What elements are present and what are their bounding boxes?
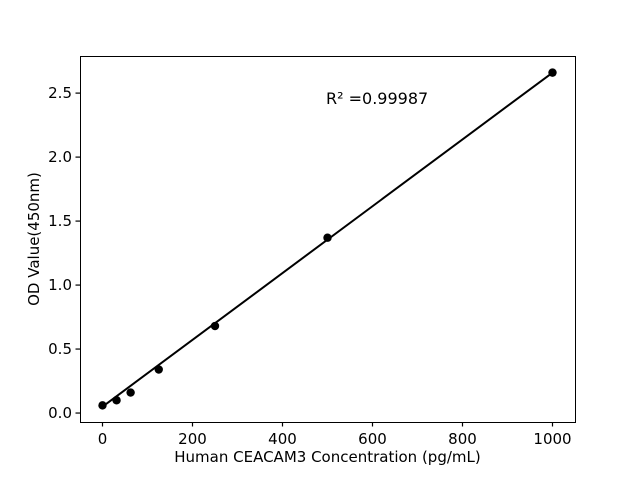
x-tick-label: 0 bbox=[98, 430, 108, 448]
axes-spines bbox=[80, 56, 576, 423]
data-point bbox=[126, 388, 135, 397]
data-point bbox=[98, 401, 107, 410]
y-tick-label: 0.0 bbox=[48, 404, 72, 422]
r-squared-annotation: R² =0.99987 bbox=[326, 89, 429, 108]
y-tick-label: 2.0 bbox=[48, 148, 72, 166]
x-axis-label: Human CEACAM3 Concentration (pg/mL) bbox=[174, 448, 481, 466]
y-tick-label: 2.5 bbox=[48, 84, 72, 102]
data-point bbox=[210, 321, 220, 331]
y-tick-label: 1.0 bbox=[48, 276, 72, 294]
data-point bbox=[548, 68, 557, 77]
data-point bbox=[154, 365, 163, 374]
x-tick-label: 800 bbox=[448, 430, 477, 448]
x-tick-label: 600 bbox=[358, 430, 387, 448]
y-axis-label: OD Value(450nm) bbox=[25, 172, 43, 306]
y-tick-label: 1.5 bbox=[48, 212, 72, 230]
x-tick-label: 400 bbox=[268, 430, 297, 448]
data-point bbox=[112, 396, 121, 405]
x-tick-label: 1000 bbox=[533, 430, 571, 448]
data-point bbox=[323, 233, 332, 242]
y-tick-label: 0.5 bbox=[48, 340, 72, 358]
x-tick-label: 200 bbox=[178, 430, 207, 448]
